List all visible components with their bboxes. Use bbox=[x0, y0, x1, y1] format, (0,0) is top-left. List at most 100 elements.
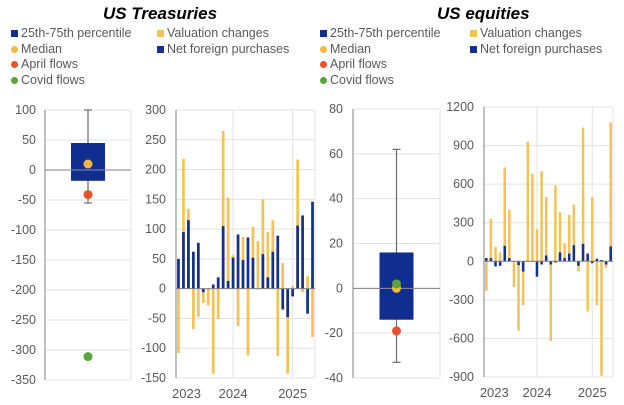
legend-item-median: Median bbox=[320, 42, 441, 58]
valuation-bar bbox=[256, 241, 260, 289]
net-purchases-bar bbox=[544, 255, 548, 262]
legend-item-percentile: 25th-75th percentile bbox=[11, 26, 132, 42]
valuation-bar bbox=[572, 204, 576, 262]
net-purchases-bar bbox=[196, 242, 200, 289]
net-purchases-bar bbox=[182, 232, 185, 289]
net-purchases-bar bbox=[508, 258, 511, 262]
square-swatch-icon bbox=[470, 45, 477, 53]
dot-swatch-icon bbox=[11, 61, 18, 69]
y-tick-label: -50 bbox=[18, 193, 36, 207]
legend-label: 25th-75th percentile bbox=[330, 26, 441, 40]
net-purchases-bar bbox=[489, 258, 493, 262]
valuation-bar bbox=[177, 288, 180, 353]
y-tick-label: -350 bbox=[11, 373, 36, 387]
valuation-bar bbox=[261, 199, 265, 289]
valuation-bar bbox=[266, 232, 270, 289]
equities-title: US equities bbox=[437, 4, 530, 23]
net-purchases-bar bbox=[177, 258, 180, 289]
legend-item-covid: Covid flows bbox=[320, 73, 441, 89]
net-purchases-bar bbox=[201, 288, 205, 293]
y-tick-label: 0 bbox=[336, 281, 343, 295]
net-purchases-bar bbox=[311, 201, 314, 289]
net-purchases-bar bbox=[494, 261, 497, 267]
y-tick-label: -100 bbox=[141, 341, 166, 355]
square-swatch-icon bbox=[320, 30, 327, 38]
y-tick-label: 150 bbox=[145, 192, 166, 206]
legend-label: Covid flows bbox=[21, 72, 85, 87]
net-purchases-bar bbox=[540, 261, 543, 265]
valuation-bar bbox=[251, 226, 255, 289]
valuation-bar bbox=[216, 288, 220, 320]
net-purchases-bar bbox=[567, 253, 571, 262]
median-point bbox=[83, 159, 93, 169]
net-purchases-bar bbox=[286, 288, 290, 318]
valuation-bar bbox=[540, 171, 543, 262]
net-purchases-bar bbox=[517, 261, 520, 266]
valuation-bar bbox=[201, 288, 205, 303]
net-purchases-bar bbox=[306, 288, 309, 314]
y-tick-label: 600 bbox=[453, 177, 474, 191]
valuation-bar bbox=[192, 288, 195, 330]
net-purchases-bar bbox=[604, 261, 608, 265]
y-tick-label: -600 bbox=[449, 331, 474, 345]
net-purchases-bar bbox=[609, 246, 612, 262]
net-purchases-bar bbox=[498, 261, 502, 266]
valuation-bar bbox=[221, 130, 225, 289]
valuation-bar bbox=[286, 288, 290, 374]
valuation-bar bbox=[503, 167, 506, 262]
net-purchases-bar bbox=[521, 261, 525, 272]
valuation-bar bbox=[591, 197, 594, 262]
net-purchases-bar bbox=[591, 261, 594, 264]
legend-label: 25th-75th percentile bbox=[21, 26, 132, 40]
y-tick-label: -20 bbox=[325, 326, 343, 340]
valuation-bar bbox=[489, 218, 493, 262]
legend-item-april: April flows bbox=[320, 57, 441, 73]
net-purchases-bar bbox=[251, 257, 255, 289]
legend-label: Net foreign purchases bbox=[167, 41, 290, 56]
net-purchases-bar bbox=[281, 288, 285, 310]
valuation-bar bbox=[586, 261, 589, 312]
legend-item-net-purchases: Net foreign purchases bbox=[470, 42, 602, 58]
net-purchases-bar bbox=[276, 235, 280, 289]
net-purchases-bar bbox=[503, 245, 506, 262]
valuation-bar bbox=[494, 247, 497, 262]
y-tick-label: 50 bbox=[22, 133, 36, 147]
net-purchases-bar bbox=[246, 237, 250, 289]
net-purchases-bar bbox=[241, 260, 245, 289]
valuation-bar bbox=[206, 288, 210, 306]
legend-item-median: Median bbox=[11, 42, 132, 58]
y-tick-label: 0 bbox=[29, 163, 36, 177]
treasuries-legend-left: 25th-75th percentile Median April flows … bbox=[11, 26, 132, 88]
valuation-bar bbox=[226, 197, 230, 289]
valuation-bar bbox=[311, 288, 314, 337]
y-tick-label: -150 bbox=[141, 371, 166, 385]
valuation-bar bbox=[609, 122, 612, 262]
net-purchases-bar bbox=[563, 258, 566, 262]
net-purchases-bar bbox=[549, 261, 553, 265]
net-purchases-bar bbox=[581, 243, 585, 262]
valuation-bar bbox=[301, 288, 304, 293]
net-purchases-bar bbox=[554, 261, 557, 263]
april-flows-point bbox=[83, 190, 93, 200]
net-purchases-bar bbox=[236, 234, 240, 289]
valuation-bar bbox=[531, 173, 534, 262]
net-purchases-bar bbox=[211, 284, 215, 289]
net-purchases-bar bbox=[226, 280, 230, 289]
square-swatch-icon bbox=[157, 30, 164, 38]
equities-legend-right: Valuation changes Net foreign purchases bbox=[470, 26, 602, 57]
y-tick-label: 50 bbox=[152, 252, 166, 266]
legend-label: Net foreign purchases bbox=[480, 41, 603, 56]
y-tick-label: -150 bbox=[11, 253, 36, 267]
y-tick-label: -900 bbox=[449, 370, 474, 384]
y-tick-label: -50 bbox=[148, 311, 166, 325]
dot-swatch-icon bbox=[320, 45, 327, 53]
y-tick-label: 100 bbox=[15, 103, 36, 117]
dot-swatch-icon bbox=[320, 76, 327, 84]
y-tick-label: -300 bbox=[11, 343, 36, 357]
legend-label: Covid flows bbox=[330, 72, 394, 87]
dot-swatch-icon bbox=[11, 45, 18, 53]
valuation-bar bbox=[563, 243, 566, 262]
valuation-bar bbox=[535, 229, 539, 262]
square-swatch-icon bbox=[470, 30, 477, 38]
